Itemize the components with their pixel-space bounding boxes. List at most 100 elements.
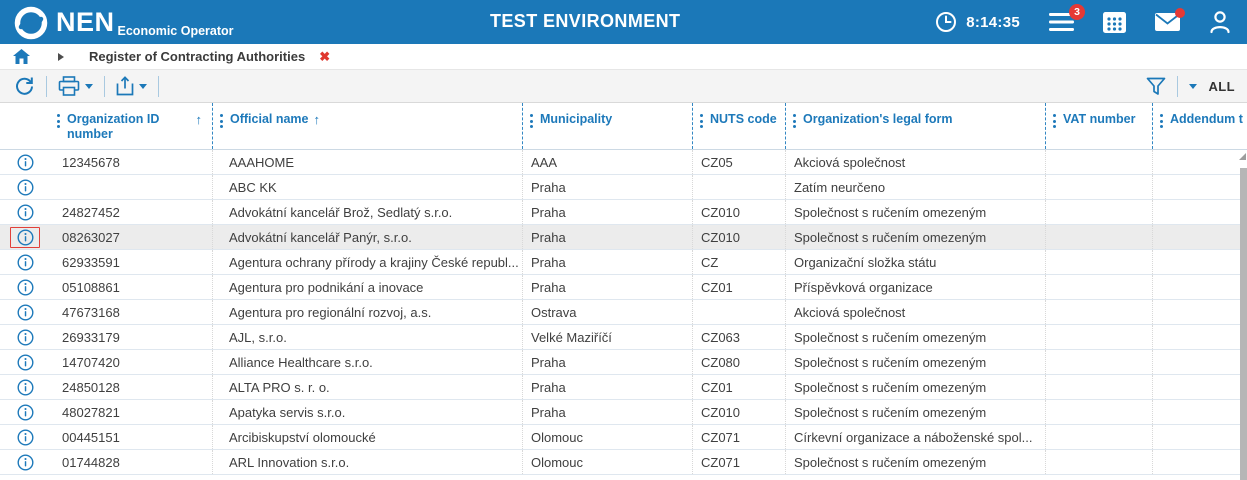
info-icon[interactable] — [10, 327, 40, 348]
tasks-button[interactable]: 3 — [1049, 4, 1085, 32]
column-label: Official name — [230, 112, 309, 126]
column-menu-icon[interactable] — [530, 114, 533, 128]
column-header-municipality[interactable]: Municipality — [522, 103, 692, 149]
column-header-legal_form[interactable]: Organization's legal form — [785, 103, 1045, 149]
cell-organization_id: 01744828 — [62, 454, 120, 470]
table-row[interactable]: ABC KK Praha Zatím neurčeno — [0, 175, 1247, 200]
info-icon[interactable] — [10, 202, 40, 223]
cell-organization_id: 47673168 — [62, 304, 120, 320]
table-row[interactable]: 24850128 ALTA PRO s. r. o. Praha CZ01 Společ… — [0, 375, 1247, 400]
print-dropdown-icon[interactable] — [85, 83, 93, 89]
print-button[interactable] — [58, 76, 93, 96]
info-icon[interactable] — [10, 402, 40, 423]
export-dropdown-icon[interactable] — [139, 83, 147, 89]
cell-municipality: Velké Maziříčí — [522, 325, 692, 349]
filter-scope-label: ALL — [1208, 78, 1235, 94]
filter-scope-dropdown[interactable]: ALL — [1188, 78, 1235, 94]
cell-addendum — [1152, 250, 1247, 274]
cell-organization_id: 05108861 — [62, 279, 120, 295]
table-row[interactable]: 01744828 ARL Innovation s.r.o. Olomouc CZ07… — [0, 450, 1247, 475]
table-row[interactable]: 05108861 Agentura pro podnikání a inovace… — [0, 275, 1247, 300]
cell-nuts_code: CZ010 — [692, 200, 785, 224]
refresh-button[interactable] — [14, 76, 35, 97]
grid-toolbar: ALL — [0, 70, 1247, 103]
cell-addendum — [1152, 325, 1247, 349]
cell-nuts_code: CZ — [692, 250, 785, 274]
info-icon[interactable] — [10, 277, 40, 298]
breadcrumb-separator-icon — [58, 52, 64, 61]
column-menu-icon[interactable] — [220, 114, 223, 128]
cell-nuts_code: CZ071 — [692, 425, 785, 449]
table-row[interactable]: 47673168 Agentura pro regionální rozvoj, … — [0, 300, 1247, 325]
table-row[interactable]: 48027821 Apatyka servis s.r.o. Praha CZ010 S… — [0, 400, 1247, 425]
cell-legal_form: Organizační složka státu — [785, 250, 1045, 274]
cell-official_name: Arcibiskupství olomoucké — [212, 425, 522, 449]
table-row[interactable]: 24827452 Advokátní kancelář Brož, Sedlatý… — [0, 200, 1247, 225]
cell-organization_id: 48027821 — [62, 404, 120, 420]
cell-official_name: AAAHOME — [212, 150, 522, 174]
cell-organization_id: 62933591 — [62, 254, 120, 270]
column-menu-icon[interactable] — [57, 114, 60, 128]
cell-addendum — [1152, 350, 1247, 374]
table-row[interactable]: 26933179 AJL, s.r.o. Velké Maziříčí CZ063 Sp… — [0, 325, 1247, 350]
cell-official_name: Advokátní kancelář Panýr, s.r.o. — [212, 225, 522, 249]
environment-title: TEST ENVIRONMENT — [490, 11, 681, 31]
profile-button[interactable] — [1209, 10, 1231, 34]
nen-logo-icon — [14, 6, 48, 40]
column-menu-icon[interactable] — [793, 114, 796, 128]
table-row[interactable]: 62933591 Agentura ochrany přírody a kraji… — [0, 250, 1247, 275]
close-tab-icon[interactable]: ✖ — [319, 49, 331, 64]
info-icon[interactable] — [10, 377, 40, 398]
cell-nuts_code: CZ01 — [692, 275, 785, 299]
cell-vat_number — [1045, 400, 1152, 424]
cell-municipality: Praha — [522, 225, 692, 249]
cell-municipality: Olomouc — [522, 425, 692, 449]
cell-legal_form: Akciová společnost — [785, 150, 1045, 174]
cell-organization_id — [50, 175, 212, 199]
calendar-button[interactable] — [1103, 11, 1126, 33]
info-icon[interactable] — [10, 226, 40, 248]
info-icon[interactable] — [10, 302, 40, 323]
cell-organization_id: 00445151 — [62, 429, 120, 445]
row-info-cell — [0, 225, 50, 249]
cell-vat_number — [1045, 225, 1152, 249]
toolbar-divider — [1176, 75, 1178, 97]
column-header-vat_number[interactable]: VAT number — [1045, 103, 1152, 149]
column-header-addendum[interactable]: Addendum t — [1152, 103, 1247, 149]
cell-vat_number — [1045, 325, 1152, 349]
cell-vat_number — [1045, 300, 1152, 324]
export-button[interactable] — [116, 76, 147, 96]
table-row[interactable]: 00445151 Arcibiskupství olomoucké Olomouc C… — [0, 425, 1247, 450]
column-header-nuts_code[interactable]: NUTS code — [692, 103, 785, 149]
table-row[interactable]: 08263027 Advokátní kancelář Panýr, s.r.o.… — [0, 225, 1247, 250]
cell-vat_number — [1045, 450, 1152, 474]
table-row[interactable]: 14707420 Alliance Healthcare s.r.o. Praha C… — [0, 350, 1247, 375]
messages-button[interactable] — [1155, 8, 1185, 31]
column-menu-icon[interactable] — [700, 114, 703, 128]
cell-official_name: ARL Innovation s.r.o. — [212, 450, 522, 474]
info-icon[interactable] — [10, 427, 40, 448]
info-icon[interactable] — [10, 177, 40, 198]
cell-vat_number — [1045, 250, 1152, 274]
column-label: NUTS code — [710, 112, 777, 126]
info-icon[interactable] — [10, 152, 40, 173]
vertical-scrollbar-thumb[interactable] — [1240, 168, 1247, 480]
column-header-organization_id[interactable]: Organization ID number ↑ — [50, 103, 212, 149]
cell-addendum — [1152, 400, 1247, 424]
nen-logo: NEN Economic Operator — [13, 3, 234, 41]
filter-button[interactable] — [1146, 77, 1166, 96]
column-menu-icon[interactable] — [1053, 114, 1056, 128]
toolbar-divider — [46, 75, 47, 97]
column-menu-icon[interactable] — [1160, 114, 1163, 128]
row-info-cell — [0, 375, 50, 399]
info-icon[interactable] — [10, 352, 40, 373]
home-button[interactable] — [13, 49, 30, 64]
messages-unread-dot — [1175, 8, 1185, 18]
server-time: 8:14:35 — [966, 13, 1020, 31]
cell-addendum — [1152, 275, 1247, 299]
table-row[interactable]: 12345678 AAAHOME AAA CZ05 Akciová společnost — [0, 150, 1247, 175]
column-header-official_name[interactable]: Official name ↑ — [212, 103, 522, 149]
cell-municipality: Praha — [522, 375, 692, 399]
info-icon[interactable] — [10, 252, 40, 273]
info-icon[interactable] — [10, 452, 40, 473]
